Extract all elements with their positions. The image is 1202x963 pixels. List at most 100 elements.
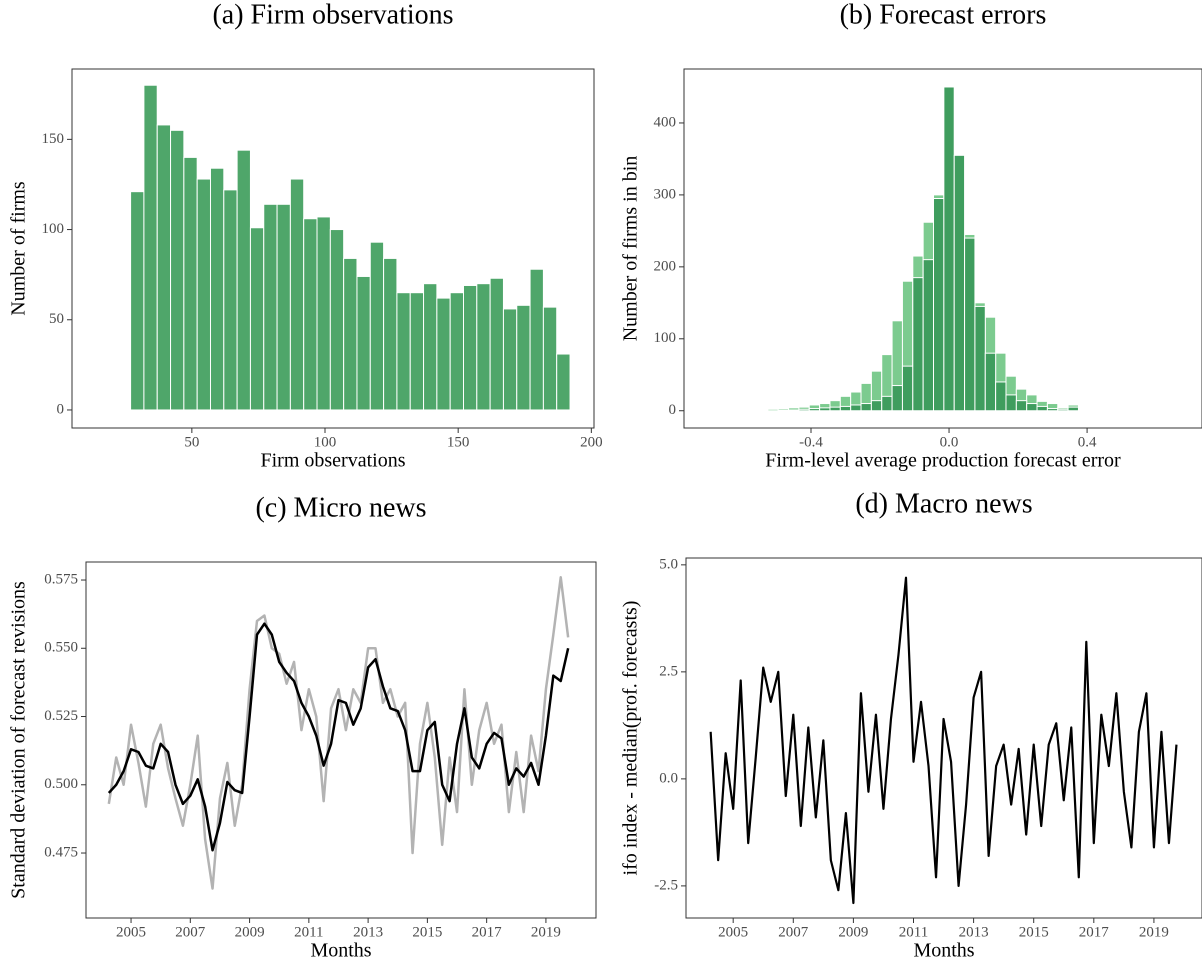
chart-title: (a) Firm observations [212, 0, 453, 30]
x-tick-label: 150 [447, 434, 470, 450]
bar [436, 297, 451, 411]
bar [974, 305, 986, 412]
bar [736, 409, 748, 412]
bar [798, 408, 810, 412]
bar [423, 283, 438, 411]
x-tick-label: 2005 [718, 924, 748, 940]
line [107, 622, 570, 852]
bar [881, 395, 893, 412]
x-axis-label: Months [913, 940, 974, 962]
bar [356, 275, 371, 411]
x-tick-label: 2017 [1079, 924, 1110, 940]
bar [196, 178, 211, 411]
bar [746, 409, 759, 412]
bar [1067, 406, 1079, 412]
x-tick-label: 2009 [838, 924, 868, 940]
bar [183, 156, 198, 411]
bar [964, 237, 976, 412]
plot-frame [685, 557, 1202, 919]
y-tick-label: 0.525 [44, 708, 78, 724]
bar [529, 268, 544, 411]
x-tick-label: 2019 [1139, 924, 1169, 940]
bar [1088, 409, 1100, 412]
bar [143, 84, 158, 411]
x-tick-label: -0.4 [799, 434, 823, 450]
plot-frame [71, 68, 595, 429]
bar [476, 283, 491, 411]
x-tick-label: 50 [184, 434, 199, 450]
x-tick-label: 2015 [412, 924, 442, 940]
bar [236, 149, 251, 411]
y-axis-label: ifo index - median(prof. forecasts) [620, 601, 642, 876]
bar [223, 189, 238, 411]
y-tick-label: 0 [669, 402, 677, 418]
x-tick-label: 0.4 [1078, 434, 1097, 450]
bar [1036, 405, 1048, 412]
bar [249, 227, 265, 411]
bar [808, 408, 821, 412]
bar [329, 229, 345, 411]
y-tick-label: 150 [42, 131, 65, 147]
x-tick-label: 0.0 [940, 434, 959, 450]
bar [156, 124, 172, 411]
y-tick-label: 0 [57, 401, 65, 417]
bar [933, 197, 945, 412]
bar [396, 292, 411, 411]
bar [1015, 400, 1028, 412]
x-axis-label: Firm-level average production forecast e… [765, 450, 1121, 472]
y-axis-label: Number of firms [8, 181, 30, 316]
bar [303, 218, 318, 411]
bar [516, 304, 531, 411]
bar [829, 406, 841, 412]
x-tick-label: 200 [580, 434, 603, 450]
x-tick-label: 100 [314, 434, 337, 450]
bar [409, 292, 425, 411]
y-tick-label: 100 [42, 221, 65, 237]
bar [316, 216, 331, 411]
bar [819, 407, 831, 412]
y-tick-label: 400 [654, 114, 677, 130]
bar [209, 167, 225, 411]
bar [276, 203, 291, 411]
x-tick-label: 2013 [353, 924, 383, 940]
y-tick-label: 0.575 [44, 571, 78, 587]
bar [130, 191, 145, 411]
line [709, 576, 1178, 905]
y-tick-label: 0.500 [44, 776, 78, 792]
bar [369, 241, 385, 411]
line [107, 576, 570, 890]
bar [542, 306, 558, 411]
x-tick-label: 2015 [1019, 924, 1049, 940]
x-axis-label: Months [310, 940, 371, 962]
x-tick-label: 2007 [175, 924, 206, 940]
bar [901, 365, 914, 412]
chart-title: (b) Forecast errors [840, 0, 1047, 30]
bar [850, 404, 862, 412]
bar [1005, 394, 1017, 412]
bar [289, 178, 305, 411]
bar [1046, 408, 1059, 412]
bar [891, 385, 903, 412]
y-tick-label: 0.550 [44, 640, 78, 656]
bar [263, 203, 278, 411]
bar [953, 154, 966, 412]
bar [489, 277, 504, 411]
y-tick-label: 0.0 [659, 770, 678, 786]
bar [984, 352, 997, 412]
bar [922, 259, 935, 412]
x-tick-label: 2013 [959, 924, 989, 940]
bar [767, 408, 779, 412]
bar [788, 409, 800, 412]
bar [777, 409, 790, 412]
bar [170, 129, 185, 411]
x-tick-label: 2011 [899, 924, 928, 940]
bar [870, 400, 883, 412]
bar [995, 381, 1007, 412]
y-tick-label: 2.5 [659, 663, 678, 679]
y-tick-label: 50 [49, 311, 64, 327]
bar [839, 405, 852, 412]
x-tick-label: 2005 [116, 924, 146, 940]
y-tick-label: 0.475 [44, 844, 78, 860]
x-tick-label: 2017 [472, 924, 503, 940]
